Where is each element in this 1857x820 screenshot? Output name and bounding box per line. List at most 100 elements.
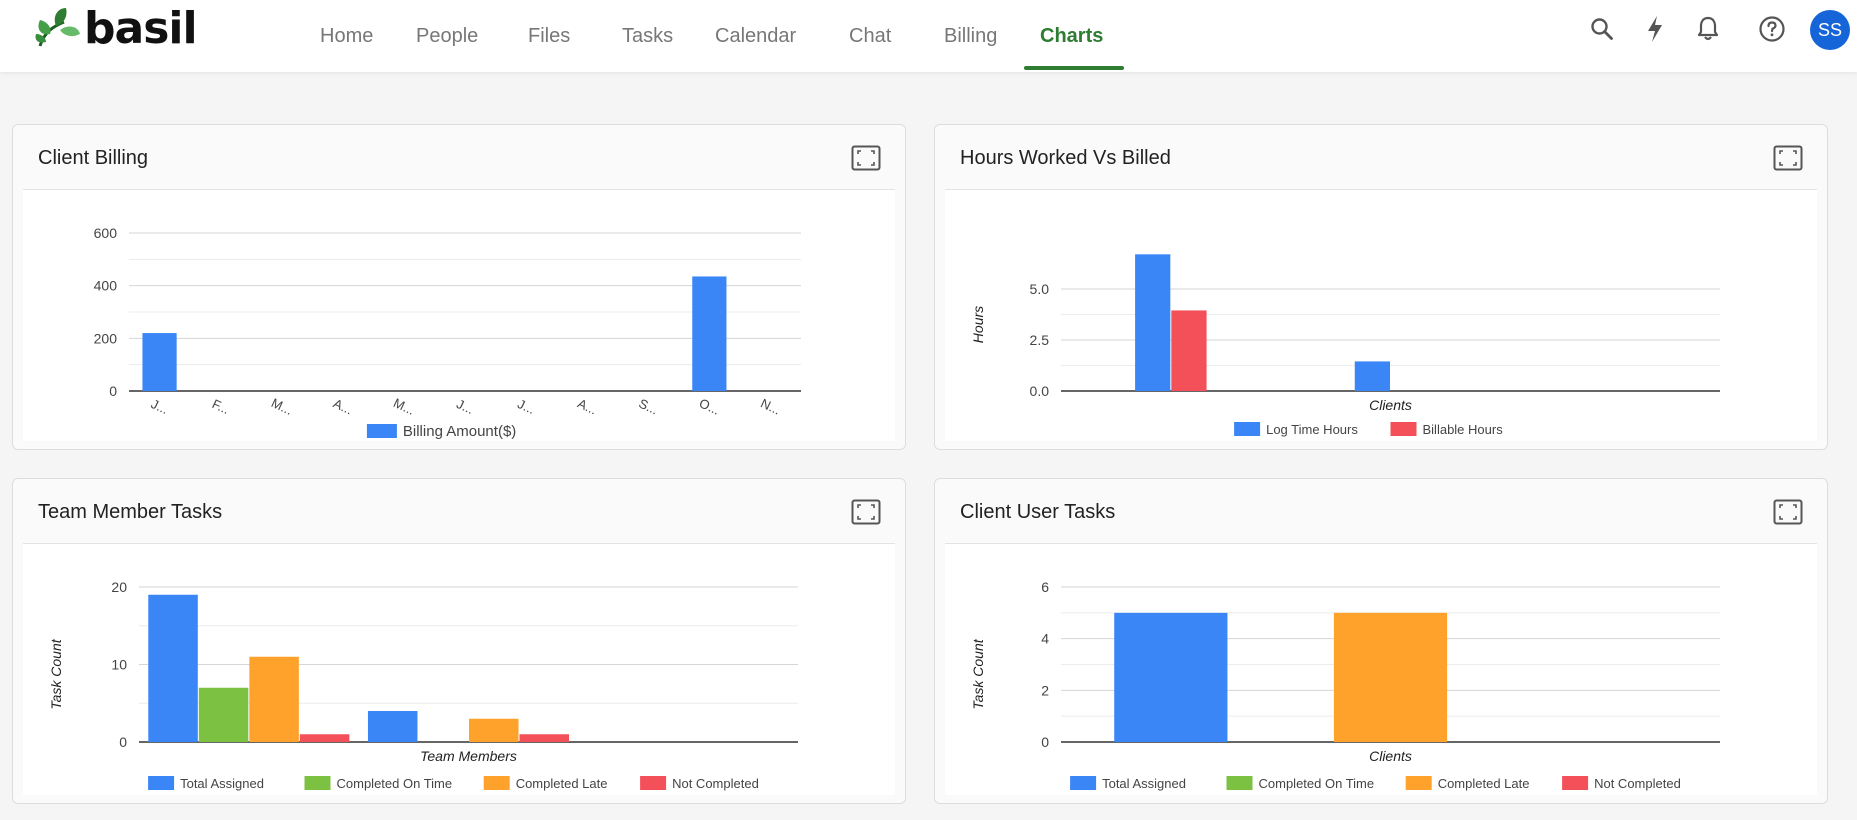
nav-home[interactable]: Home xyxy=(320,25,374,47)
bolt-icon[interactable] xyxy=(1640,14,1670,44)
legend-label[interactable]: Completed On Time xyxy=(337,776,453,791)
legend-swatch xyxy=(304,776,331,790)
nav-people[interactable]: People xyxy=(416,25,479,47)
card-title: Client User Tasks xyxy=(960,501,1116,523)
search-icon[interactable] xyxy=(1587,14,1617,44)
nav-calendar[interactable]: Calendar xyxy=(715,25,797,47)
legend-label[interactable]: Not Completed xyxy=(1594,776,1681,791)
bar[interactable] xyxy=(469,718,519,742)
client-tasks-card: Client User Tasks 0 2 4 6 Clients Task Count T… xyxy=(934,478,1828,804)
legend-swatch xyxy=(148,776,175,790)
y-axis-title: Task Count xyxy=(970,638,986,709)
legend-swatch xyxy=(1070,776,1097,790)
expand-icon[interactable] xyxy=(1773,145,1803,171)
legend-label[interactable]: Billable Hours xyxy=(1423,422,1504,437)
active-tab-indicator xyxy=(1024,66,1124,70)
x-tick-label: M... xyxy=(391,395,417,418)
bar[interactable] xyxy=(1114,612,1228,742)
hours-chart: 0.0 2.5 5.0 Clients Hours Log Time Hours Billa… xyxy=(945,190,1817,441)
legend-swatch xyxy=(1405,776,1432,790)
legend-label[interactable]: Total Assigned xyxy=(1102,776,1186,791)
x-axis-title: Clients xyxy=(1369,748,1412,764)
top-bar: basil Home People Files Tasks Calendar C… xyxy=(0,0,1857,72)
nav-chat[interactable]: Chat xyxy=(849,25,892,47)
card-title: Team Member Tasks xyxy=(38,501,223,523)
legend-swatch xyxy=(483,776,510,790)
y-tick-label: 0 xyxy=(119,734,127,750)
user-avatar[interactable]: SS xyxy=(1810,10,1850,50)
legend-swatch xyxy=(1390,422,1417,436)
bar[interactable] xyxy=(1171,310,1207,391)
client-billing-card: Client Billing 0 200 400 600 J... F... M... A..… xyxy=(12,124,906,450)
x-axis-title: Team Members xyxy=(420,748,517,764)
y-tick-label: 2.5 xyxy=(1030,332,1050,348)
client-billing-chart-svg: 0 200 400 600 J... F... M... A... M... J... J... A.… xyxy=(94,225,801,440)
legend-label[interactable]: Completed On Time xyxy=(1259,776,1375,791)
x-tick-label: A... xyxy=(331,396,355,418)
nav-charts[interactable]: Charts xyxy=(1040,25,1104,47)
nav-tasks[interactable]: Tasks xyxy=(622,25,674,47)
legend-swatch xyxy=(1562,776,1589,790)
basil-leaf-icon xyxy=(35,8,80,47)
y-axis-title: Task Count xyxy=(48,638,64,709)
legend-label[interactable]: Total Assigned xyxy=(180,776,264,791)
legend-label[interactable]: Billing Amount($) xyxy=(403,423,516,440)
team-tasks-chart-svg: 0 10 20 Team Members Task Count Total Assigne… xyxy=(48,579,798,791)
bar[interactable] xyxy=(1354,361,1390,391)
y-tick-label: 4 xyxy=(1041,631,1049,647)
card-divider xyxy=(23,189,895,190)
card-divider xyxy=(945,189,1817,190)
nav-files[interactable]: Files xyxy=(528,25,571,47)
bar[interactable] xyxy=(1333,612,1448,742)
x-tick-label: N... xyxy=(758,395,783,417)
expand-icon[interactable] xyxy=(851,145,881,171)
y-tick-label: 600 xyxy=(94,225,118,241)
x-axis-title: Clients xyxy=(1369,397,1412,413)
expand-icon[interactable] xyxy=(851,499,881,525)
client-tasks-chart-svg: 0 2 4 6 Clients Task Count Total Assigned Compl… xyxy=(970,579,1720,791)
bar[interactable] xyxy=(198,687,249,742)
y-tick-label: 0.0 xyxy=(1030,383,1050,399)
logo-text: basil xyxy=(84,3,198,54)
x-tick-label: J... xyxy=(454,396,476,417)
y-tick-label: 10 xyxy=(111,657,127,673)
x-tick-label: F... xyxy=(210,396,232,417)
legend-label[interactable]: Completed Late xyxy=(1438,776,1530,791)
legend-swatch xyxy=(1234,422,1261,436)
bell-icon[interactable] xyxy=(1693,14,1723,44)
team-tasks-chart: 0 10 20 Team Members Task Count Total Assigne… xyxy=(23,544,895,795)
legend-label[interactable]: Log Time Hours xyxy=(1266,422,1358,437)
bar[interactable] xyxy=(519,734,570,742)
legend-label[interactable]: Not Completed xyxy=(672,776,759,791)
card-title: Hours Worked Vs Billed xyxy=(960,147,1171,169)
logo[interactable]: basil xyxy=(34,3,198,54)
x-tick-label: J... xyxy=(149,396,171,417)
bar[interactable] xyxy=(1135,254,1171,391)
x-tick-label: M... xyxy=(269,395,295,418)
y-tick-label: 20 xyxy=(111,579,127,595)
nav-billing[interactable]: Billing xyxy=(944,25,998,47)
card-divider xyxy=(945,543,1817,544)
bar[interactable] xyxy=(692,276,727,391)
y-tick-label: 2 xyxy=(1041,682,1049,698)
y-tick-label: 400 xyxy=(94,278,118,294)
bar[interactable] xyxy=(148,594,198,742)
bar[interactable] xyxy=(142,333,177,391)
legend-label[interactable]: Completed Late xyxy=(516,776,608,791)
legend-swatch xyxy=(1226,776,1253,790)
y-tick-label: 0 xyxy=(1041,734,1049,750)
y-tick-label: 5.0 xyxy=(1030,281,1050,297)
bar[interactable] xyxy=(299,734,350,742)
expand-icon[interactable] xyxy=(1773,499,1803,525)
y-axis-title: Hours xyxy=(970,306,986,343)
card-title: Client Billing xyxy=(38,147,149,169)
card-divider xyxy=(23,543,895,544)
bar[interactable] xyxy=(249,656,299,742)
x-tick-label: O... xyxy=(697,395,722,417)
bar[interactable] xyxy=(367,711,418,742)
hours-card: Hours Worked Vs Billed 0.0 2.5 5.0 Clients H… xyxy=(934,124,1828,450)
team-tasks-card: Team Member Tasks 0 10 20 Team Members Task … xyxy=(12,478,906,804)
x-tick-label: J... xyxy=(515,396,537,417)
x-tick-label: S... xyxy=(636,396,660,418)
help-icon[interactable] xyxy=(1757,14,1787,44)
